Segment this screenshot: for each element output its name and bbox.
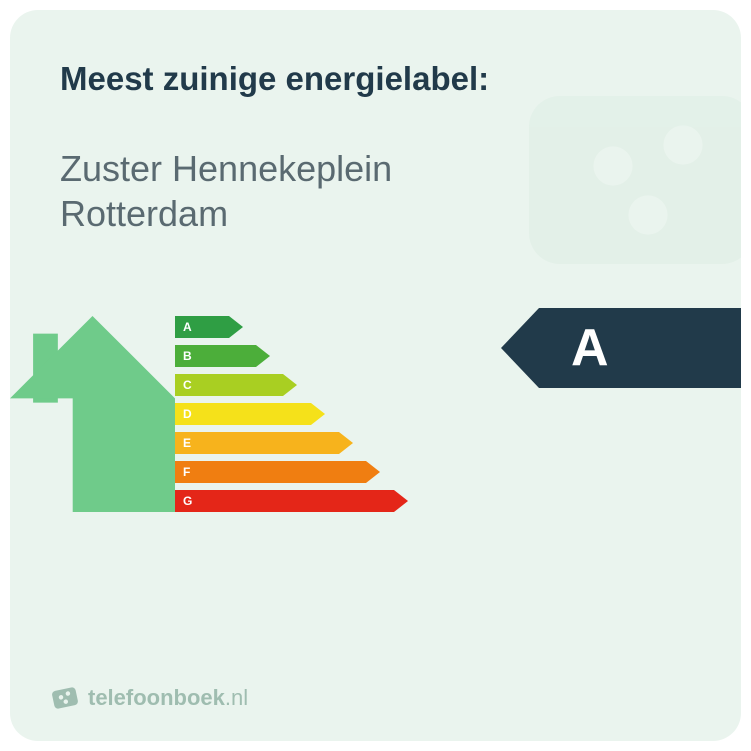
energy-bar-d	[175, 403, 325, 425]
content-wrapper: Meest zuinige energielabel: Zuster Henne…	[60, 60, 691, 566]
energy-bar-label-e: E	[183, 436, 191, 450]
energy-bar-f	[175, 461, 380, 483]
brand-name: telefoonboek	[88, 685, 225, 710]
location-line1: Zuster Hennekeplein	[60, 148, 392, 189]
energy-bar-label-b: B	[183, 349, 192, 363]
energy-bar-label-d: D	[183, 407, 192, 421]
energy-chart-area: A B C D E F G A	[60, 296, 691, 566]
energy-bar-label-a: A	[183, 320, 192, 334]
brand-icon	[47, 680, 83, 716]
energy-bar-g	[175, 490, 408, 512]
location-line2: Rotterdam	[60, 193, 228, 234]
rating-badge-letter: A	[571, 318, 609, 378]
page-title: Meest zuinige energielabel:	[60, 60, 691, 98]
energy-bar-label-c: C	[183, 378, 192, 392]
energy-bar-label-g: G	[183, 494, 192, 508]
energy-bar-label-f: F	[183, 465, 190, 479]
brand-tld: .nl	[225, 685, 248, 710]
rating-badge-shape	[501, 308, 741, 388]
location-name: Zuster Hennekeplein Rotterdam	[60, 146, 691, 236]
brand-footer: telefoonboek.nl	[50, 683, 248, 713]
energy-bar-e	[175, 432, 353, 454]
energy-bar-c	[175, 374, 297, 396]
brand-text: telefoonboek.nl	[88, 685, 248, 711]
rating-badge: A	[501, 308, 741, 388]
energy-label-card: Meest zuinige energielabel: Zuster Henne…	[10, 10, 741, 741]
